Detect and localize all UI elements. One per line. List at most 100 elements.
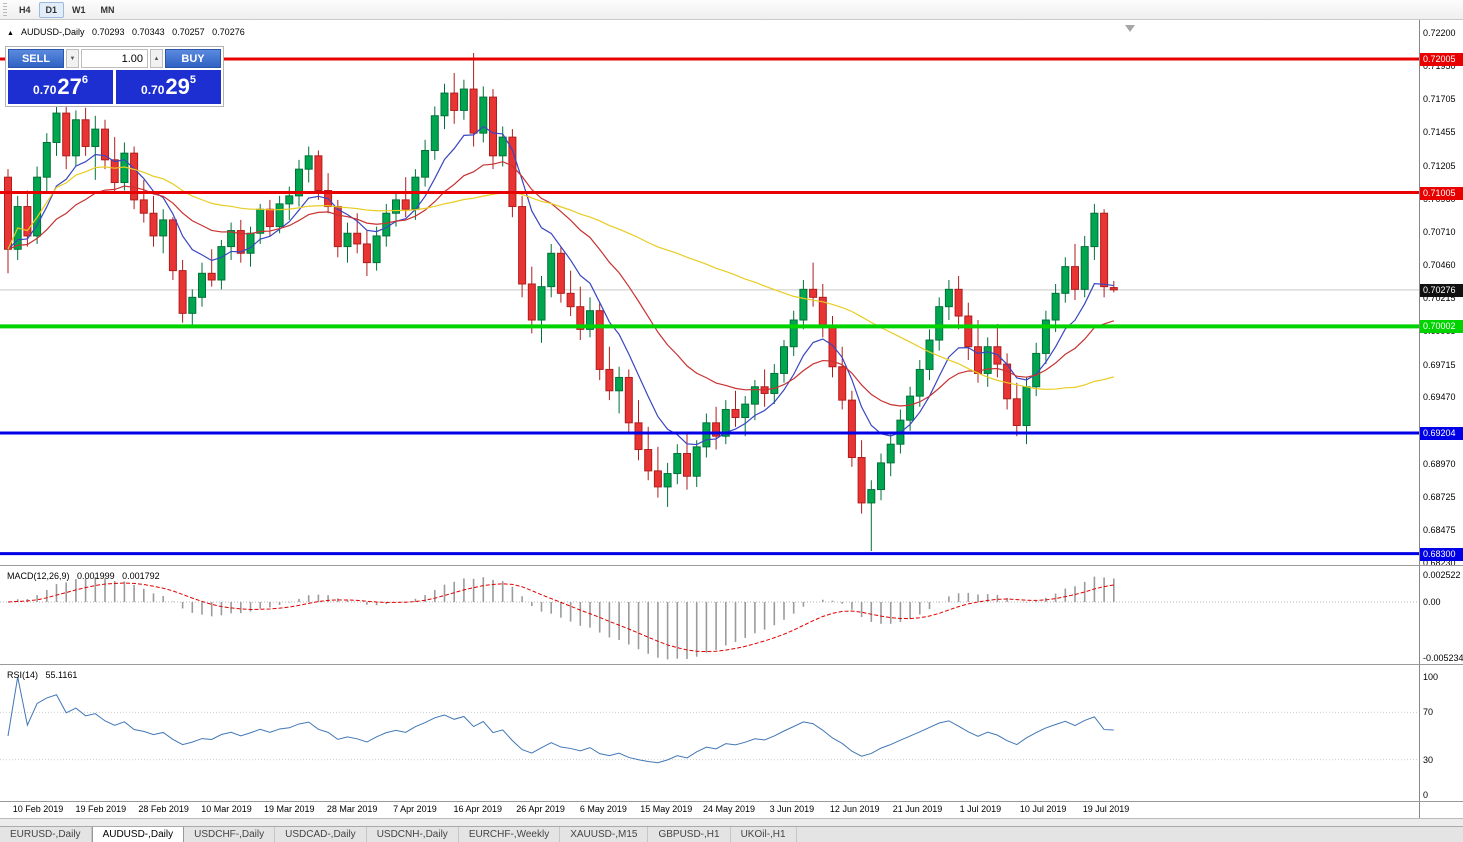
price-level-badge: 0.69204 bbox=[1420, 426, 1463, 440]
date-axis-label: 15 May 2019 bbox=[640, 804, 693, 814]
time-axis[interactable]: 10 Feb 2019 19 Feb 2019 28 Feb 2019 10 Mar … bbox=[0, 802, 1419, 818]
tab-usdchf-daily[interactable]: USDCHF-,Daily bbox=[184, 827, 276, 842]
date-axis-label: 10 Feb 2019 bbox=[12, 804, 64, 814]
buy-price-pip-digit: 5 bbox=[189, 74, 196, 86]
tab-eurusd-daily[interactable]: EURUSD-,Daily bbox=[0, 827, 92, 842]
buy-price-display[interactable]: 0.70 29 5 bbox=[116, 70, 221, 104]
macd-axis-tick: 0.00 bbox=[1423, 596, 1441, 607]
price-axis-tick: 0.69715 bbox=[1423, 359, 1456, 370]
volume-input[interactable] bbox=[81, 49, 148, 68]
price-axis-tick: 0.68970 bbox=[1423, 459, 1456, 470]
price-axis-tick: 0.70215 bbox=[1423, 293, 1456, 303]
date-axis-label: 19 Feb 2019 bbox=[75, 804, 127, 814]
sell-price-display[interactable]: 0.70 27 6 bbox=[8, 70, 113, 104]
macd-axis-tick: -0.005234 bbox=[1423, 653, 1463, 663]
price-chart-pane[interactable] bbox=[0, 20, 1419, 565]
pane-separator[interactable] bbox=[0, 801, 1463, 802]
toolbar-grip[interactable] bbox=[3, 2, 7, 17]
bar-close-value: 0.70276 bbox=[212, 27, 245, 37]
price-level-badge: 0.70002 bbox=[1420, 320, 1463, 334]
chart-tab-bar: EURUSD-,Daily AUDUSD-,Daily USDCHF-,Dail… bbox=[0, 826, 1463, 842]
sell-price-pip-digit: 6 bbox=[81, 74, 88, 86]
macd-indicator-pane[interactable] bbox=[0, 567, 1419, 663]
rsi-indicator-label: RSI(14) 55.1161 bbox=[7, 670, 82, 680]
chart-region: 10 Feb 2019 19 Feb 2019 28 Feb 2019 10 Mar … bbox=[0, 20, 1463, 818]
rsi-axis-tick: 70 bbox=[1423, 707, 1434, 718]
one-click-trading-panel: SELL ▼ ▲ BUY 0.70 27 6 0.70 29 5 bbox=[5, 46, 224, 107]
volume-increase-button[interactable]: ▲ bbox=[150, 49, 163, 68]
date-axis-label: 1 Jul 2019 bbox=[959, 804, 1002, 814]
date-axis-label: 19 Mar 2019 bbox=[264, 804, 315, 814]
timeframe-w1-button[interactable]: W1 bbox=[72, 4, 86, 15]
pane-separator[interactable] bbox=[0, 664, 1463, 665]
date-axis-label: 16 Apr 2019 bbox=[453, 804, 503, 814]
current-price-badge: 0.70276 bbox=[1420, 283, 1463, 297]
tab-audusd-daily[interactable]: AUDUSD-,Daily bbox=[91, 827, 185, 842]
price-axis-tick: 0.71950 bbox=[1423, 61, 1456, 72]
chart-shift-marker-icon[interactable] bbox=[1125, 25, 1135, 32]
date-axis-label: 28 Mar 2019 bbox=[326, 804, 378, 814]
buy-price-big-digits: 29 bbox=[165, 74, 190, 99]
sell-price-prefix: 0.70 bbox=[33, 83, 57, 97]
tab-ukoil-h1[interactable]: UKOil-,H1 bbox=[730, 827, 797, 842]
date-axis-label: 26 Apr 2019 bbox=[516, 804, 565, 814]
timeframe-d1-button[interactable]: D1 bbox=[38, 1, 65, 18]
date-axis-label: 12 Jun 2019 bbox=[829, 804, 880, 814]
tab-xauusd-m15[interactable]: XAUUSD-,M15 bbox=[560, 827, 649, 842]
bar-high-value: 0.70343 bbox=[132, 27, 165, 37]
timeframe-h4-button[interactable]: H4 bbox=[19, 4, 31, 15]
horizontal-scrollbar[interactable] bbox=[0, 818, 1463, 826]
timeframe-mn-button[interactable]: MN bbox=[100, 4, 115, 15]
rsi-axis-tick: 0 bbox=[1423, 790, 1429, 800]
price-axis-tick: 0.69470 bbox=[1423, 392, 1456, 403]
date-axis-label: 19 Jul 2019 bbox=[1082, 804, 1130, 814]
tab-usdcnh-daily[interactable]: USDCNH-,Daily bbox=[366, 827, 459, 842]
buy-price-prefix: 0.70 bbox=[141, 83, 165, 97]
date-axis-label: 24 May 2019 bbox=[703, 804, 756, 814]
price-axis[interactable]: 0.722000.719500.717050.714550.712050.709… bbox=[1419, 20, 1463, 818]
macd-signal-value: 0.001792 bbox=[122, 571, 160, 581]
price-level-badge: 0.68300 bbox=[1420, 547, 1463, 561]
price-axis-tick: 0.72200 bbox=[1423, 28, 1456, 38]
macd-name: MACD(12,26,9) bbox=[7, 571, 70, 581]
price-axis-tick: 0.71705 bbox=[1423, 94, 1456, 105]
tab-eurchf-weekly[interactable]: EURCHF-,Weekly bbox=[458, 827, 561, 842]
bar-open-value: 0.70293 bbox=[91, 27, 125, 37]
price-axis-tick: 0.68230 bbox=[1423, 558, 1456, 568]
sell-button[interactable]: SELL bbox=[8, 49, 64, 68]
price-axis-tick: 0.70710 bbox=[1423, 226, 1456, 237]
date-axis-label: 6 May 2019 bbox=[579, 804, 627, 814]
date-axis-label: 21 Jun 2019 bbox=[892, 804, 943, 814]
price-level-badge: 0.72005 bbox=[1420, 53, 1463, 67]
price-axis-tick: 0.71455 bbox=[1423, 127, 1456, 138]
rsi-name: RSI(14) bbox=[7, 670, 39, 680]
volume-decrease-button[interactable]: ▼ bbox=[66, 49, 79, 68]
price-axis-tick: 0.70460 bbox=[1423, 260, 1456, 271]
rsi-axis-tick: 100 bbox=[1423, 672, 1439, 682]
date-axis-label: 10 Mar 2019 bbox=[201, 804, 252, 814]
rsi-axis-tick: 30 bbox=[1423, 754, 1434, 765]
symbol-name: AUDUSD-,Daily bbox=[20, 27, 85, 37]
price-axis-tick: 0.68475 bbox=[1423, 525, 1456, 536]
bar-low-value: 0.70257 bbox=[172, 27, 205, 37]
timeframe-toolbar: H4 D1 W1 MN bbox=[0, 0, 1463, 20]
date-axis-label: 28 Feb 2019 bbox=[138, 804, 189, 814]
macd-axis-tick: 0.002522 bbox=[1423, 570, 1461, 580]
price-axis-tick: 0.71205 bbox=[1423, 160, 1456, 171]
price-axis-tick: 0.68725 bbox=[1423, 491, 1456, 502]
chart-ohlc-readout: ▲ AUDUSD-,Daily 0.70293 0.70343 0.70257 … bbox=[7, 27, 250, 37]
buy-button[interactable]: BUY bbox=[165, 49, 221, 68]
sell-price-big-digits: 27 bbox=[57, 74, 82, 99]
date-axis-label: 7 Apr 2019 bbox=[393, 804, 437, 814]
tab-gbpusd-h1[interactable]: GBPUSD-,H1 bbox=[648, 827, 731, 842]
tab-usdcad-daily[interactable]: USDCAD-,Daily bbox=[275, 827, 367, 842]
rsi-value: 55.1161 bbox=[45, 670, 78, 680]
pane-separator[interactable] bbox=[0, 565, 1463, 566]
rsi-indicator-pane[interactable] bbox=[0, 666, 1419, 801]
date-axis-label: 3 Jun 2019 bbox=[769, 804, 815, 814]
date-axis-label: 10 Jul 2019 bbox=[1019, 804, 1067, 814]
symbol-marker-icon: ▲ bbox=[7, 30, 14, 37]
macd-indicator-label: MACD(12,26,9) 0.001999 0.001792 bbox=[7, 571, 165, 581]
price-level-badge: 0.71005 bbox=[1420, 186, 1463, 200]
